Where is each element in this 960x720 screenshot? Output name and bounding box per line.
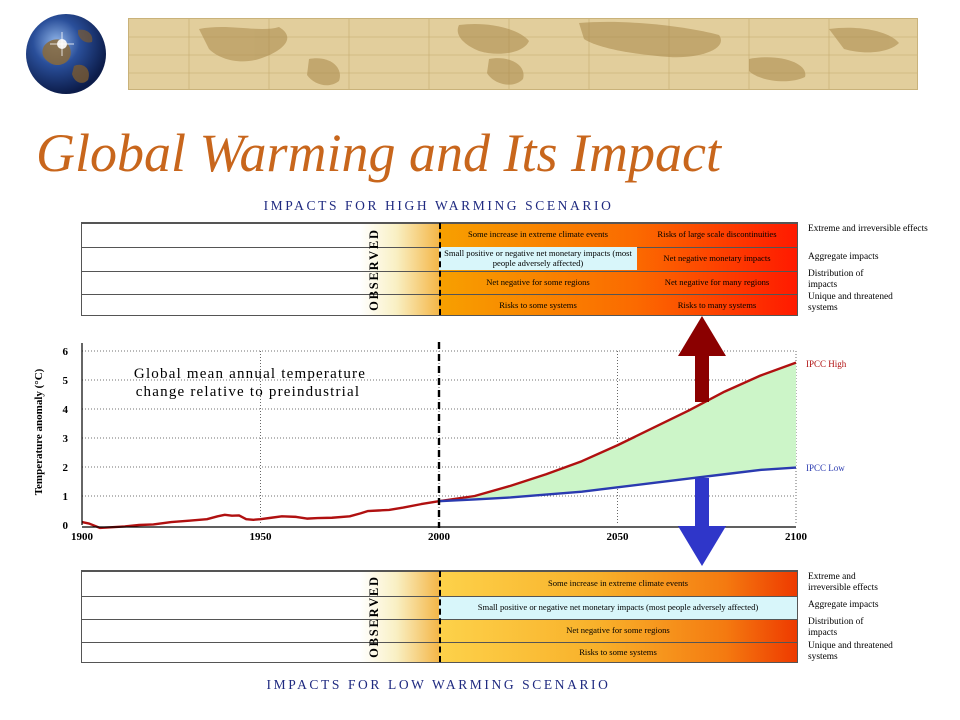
chart-tick-labels: 0 1 2 3 4 5 6 1900 1950 2000 2050 2100: [63, 346, 808, 543]
bottom-observed-divider: [439, 571, 441, 662]
y-axis-label: Temperature anomaly (°C): [33, 368, 45, 495]
bottom-side-aggregate: Aggregate impacts: [808, 600, 879, 610]
top-panel-heading: IMPACTS FOR HIGH WARMING SCENARIO: [263, 198, 614, 213]
bottom-cell-distribution: Net negative for some regions: [566, 624, 670, 635]
x-tick-label-1900: 1900: [71, 531, 94, 543]
top-side-unique: Unique and threatened systems: [808, 292, 893, 313]
arrow-down-shaft: [695, 478, 709, 530]
bottom-side-distribution: Distribution of impacts: [808, 617, 864, 638]
top-observed-divider: [439, 223, 441, 315]
y-tick-label-4: 4: [63, 404, 69, 416]
bottom-impact-panel: Some increase in extreme climate events …: [81, 570, 798, 663]
x-tick-label-1950: 1950: [250, 531, 273, 543]
chart-title-line1: Global mean annual temperature: [134, 366, 366, 382]
top-cell-extreme-high: Risks of large scale discontinuities: [657, 229, 777, 240]
series-line-ipcc-high: [438, 361, 797, 503]
top-cell-extreme-low: Some increase in extreme climate events: [467, 229, 609, 240]
top-cell-distribution-low: Net negative for some regions: [486, 276, 590, 287]
bottom-cell-unique: Risks to some systems: [579, 647, 657, 658]
bottom-observed-label: OBSERVED: [366, 575, 381, 658]
chart-axes: [81, 342, 796, 528]
legend-ipcc-high: IPCC High: [806, 359, 847, 369]
y-tick-label-2: 2: [63, 462, 69, 474]
legend-ipcc-low: IPCC Low: [806, 463, 845, 473]
world-map-decoration: [129, 19, 917, 89]
top-cell-distribution-high: Net negative for many regions: [664, 276, 770, 287]
top-cell-aggregate-high: Net negative monetary impacts: [663, 253, 771, 264]
observed-shading: [360, 571, 440, 662]
observed-shading: [360, 223, 440, 315]
x-tick-label-2100: 2100: [785, 531, 808, 543]
bottom-side-extreme: Extreme and irreversible effects: [808, 572, 878, 593]
top-cell-unique-low: Risks to some systems: [499, 299, 577, 310]
chart-series-lines: [81, 361, 797, 530]
globe-icon: [24, 10, 112, 98]
arrow-up-shaft: [695, 352, 709, 402]
y-tick-label-1: 1: [63, 491, 69, 503]
top-side-aggregate: Aggregate impacts: [808, 252, 879, 262]
x-tick-label-2000: 2000: [428, 531, 451, 543]
header-banner: [128, 18, 918, 90]
top-side-extreme: Extreme and irreversible effects: [808, 224, 928, 234]
bottom-side-unique: Unique and threatened systems: [808, 641, 893, 662]
scenario-range-area: [439, 362, 796, 502]
y-tick-label-3: 3: [63, 433, 69, 445]
series-line-observed: [81, 500, 440, 530]
top-impact-panel: Some increase in extreme climate events …: [81, 222, 798, 316]
top-cell-unique-high: Risks to many systems: [677, 299, 757, 310]
bottom-panel-heading: IMPACTS FOR LOW WARMING SCENARIO: [266, 677, 611, 692]
bottom-cell-extreme: Some increase in extreme climate events: [547, 577, 689, 588]
scenario-range-fill: [439, 362, 796, 502]
slide-title: Global Warming and Its Impact: [36, 123, 721, 183]
bottom-cell-aggregate: Small positive or negative net monetary …: [439, 597, 797, 619]
chart-title-line2: change relative to preindustrial: [136, 384, 361, 400]
x-tick-label-2050: 2050: [607, 531, 630, 543]
top-side-distribution: Distribution of impacts: [808, 269, 864, 290]
y-tick-label-0: 0: [63, 520, 69, 532]
series-line-ipcc-low: [438, 466, 797, 503]
scenario-arrows: [678, 316, 726, 566]
top-cell-aggregate-low: Small positive or negative net monetary …: [439, 247, 637, 270]
arrow-down-head: [678, 526, 726, 566]
arrow-up-head: [678, 316, 726, 356]
y-tick-label-6: 6: [63, 346, 69, 358]
y-tick-label-5: 5: [63, 375, 69, 387]
